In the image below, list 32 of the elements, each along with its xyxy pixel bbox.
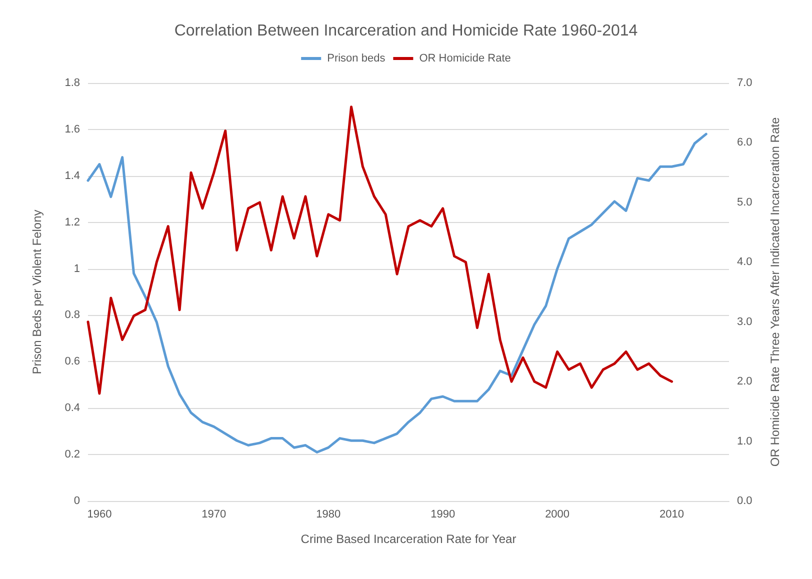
y-tick-label: 0.8	[64, 309, 80, 322]
y2-axis-title: OR Homicide Rate Three Years After Indicated Incarceration Rate	[768, 117, 782, 467]
x-axis-title: Crime Based Incarceration Rate for Year	[300, 532, 516, 546]
y-tick-label: 0.6	[64, 356, 80, 368]
y2-tick-label: 6.0	[737, 136, 752, 149]
y-tick-label: 1.8	[64, 77, 80, 89]
y-axis-title: Prison Beds per Violent Felony	[30, 210, 44, 374]
line-series	[86, 106, 674, 395]
x-tick-label: 1980	[316, 508, 341, 520]
y-tick-label: 1.2	[64, 216, 80, 228]
x-tick-label: 1970	[202, 508, 226, 520]
y2-tick-label: 5.0	[737, 196, 752, 208]
legend-label: OR Homicide Rate	[419, 52, 511, 64]
y2-tick-label: 3.0	[737, 316, 752, 328]
x-tick-label: 2000	[545, 508, 570, 520]
y-tick-label: 1	[74, 262, 80, 275]
y2-tick-label: 4.0	[737, 256, 752, 268]
line-series	[86, 132, 708, 454]
y-tick-label: 1.6	[64, 123, 80, 136]
legend-label: Prison beds	[327, 52, 386, 64]
y-tick-label: 0.4	[64, 402, 80, 414]
x-tick-label: 1960	[87, 508, 112, 520]
x-tick-label: 2010	[660, 508, 684, 520]
y-tick-label: 0	[74, 495, 80, 507]
x-tick-label: 1990	[430, 508, 456, 520]
y2-tick-label: 7.0	[737, 77, 752, 89]
y2-tick-label: 1.0	[737, 435, 752, 448]
y2-tick-label: 2.0	[737, 376, 752, 388]
chart-title: Correlation Between Incarceration and Homicide Rate 1960-2014	[174, 22, 638, 40]
y-tick-label: 0.2	[64, 448, 80, 461]
y-tick-label: 1.4	[64, 170, 80, 182]
y2-tick-label: 0.0	[737, 495, 752, 507]
